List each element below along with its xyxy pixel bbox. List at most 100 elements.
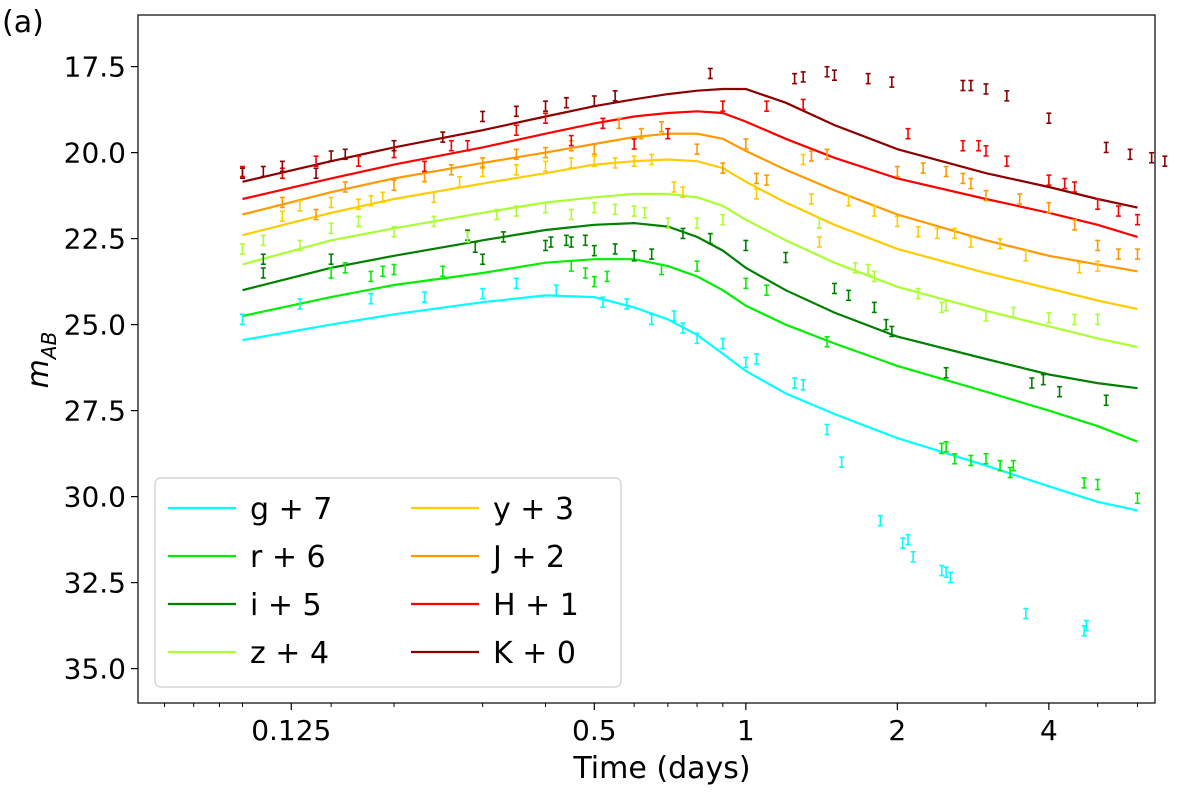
observation-point xyxy=(631,250,637,262)
observation-point xyxy=(983,83,989,95)
observation-point xyxy=(563,96,569,109)
observation-point xyxy=(720,100,726,112)
observation-point xyxy=(1127,148,1133,161)
observation-point xyxy=(638,127,644,140)
y-axis-label-main: m xyxy=(21,359,56,388)
observation-point xyxy=(900,537,906,549)
y-tick-label: 35.0 xyxy=(64,653,126,686)
observation-point xyxy=(846,194,852,207)
observation-point xyxy=(313,208,319,221)
observation-point xyxy=(600,296,606,309)
observation-points xyxy=(239,65,1168,637)
observation-point xyxy=(649,153,655,166)
observation-point xyxy=(865,72,871,85)
observation-point xyxy=(943,165,949,178)
observation-point xyxy=(939,564,945,577)
observation-point xyxy=(448,139,454,152)
observation-point xyxy=(604,270,610,283)
observation-point xyxy=(480,253,486,266)
observation-point xyxy=(391,179,397,192)
legend-label: z + 4 xyxy=(250,636,329,671)
observation-point xyxy=(1115,205,1121,217)
observation-point xyxy=(591,155,597,167)
observation-point xyxy=(808,150,814,162)
observation-point xyxy=(513,277,519,290)
observation-point xyxy=(943,366,949,379)
observation-point xyxy=(600,117,606,130)
observation-point xyxy=(764,284,770,297)
observation-point xyxy=(1017,193,1023,205)
model-curve xyxy=(242,110,1138,238)
observation-point xyxy=(694,217,700,229)
observation-point xyxy=(239,167,245,180)
observation-point xyxy=(943,566,949,579)
observation-point xyxy=(440,131,446,143)
observation-point xyxy=(1004,90,1010,102)
legend: g + 7 r + 6 i + 5 z + 4 y + 3 J + 2 H + 1 K + 0 xyxy=(154,477,622,688)
observation-point xyxy=(968,454,974,467)
observation-point xyxy=(764,100,770,112)
y-tick-label: 25.0 xyxy=(64,309,126,342)
observation-point xyxy=(582,267,588,279)
observation-point xyxy=(1149,151,1155,164)
observation-point xyxy=(1010,459,1016,472)
observation-point xyxy=(1046,201,1052,214)
model-curve xyxy=(242,192,1138,349)
observation-point xyxy=(297,298,303,310)
y-tick-label: 20.0 xyxy=(64,137,126,170)
observation-point xyxy=(260,253,266,266)
observation-point xyxy=(831,69,837,81)
observation-point xyxy=(612,203,618,216)
observation-point xyxy=(368,292,374,305)
observation-point xyxy=(792,377,798,389)
observation-point xyxy=(239,313,245,326)
observation-point xyxy=(342,262,348,274)
observation-point xyxy=(313,155,319,167)
observation-point xyxy=(1007,466,1013,479)
observation-point xyxy=(582,234,588,247)
x-tick-label: 1 xyxy=(737,714,755,747)
observation-point xyxy=(800,71,806,83)
observation-point xyxy=(328,150,334,162)
observation-point xyxy=(694,143,700,155)
observation-point xyxy=(743,138,749,150)
observation-point xyxy=(883,318,889,331)
observation-point xyxy=(816,217,822,229)
legend-label: g + 7 xyxy=(250,492,332,527)
y-tick-label: 32.5 xyxy=(64,567,126,600)
axis-ticks: 0.125 0.5 1 2 4 17.5 20.0 22.5 25.0 27.5 30.0 32.5 3… xyxy=(64,51,1139,747)
observation-point xyxy=(976,139,982,152)
observation-point xyxy=(1072,181,1078,193)
x-tick-label: 0.5 xyxy=(572,714,617,747)
observation-point xyxy=(328,267,334,279)
observation-point xyxy=(1081,477,1087,489)
observation-point xyxy=(968,79,974,92)
model-curve xyxy=(242,87,1138,209)
observation-point xyxy=(889,76,895,88)
observation-point xyxy=(915,287,921,300)
observation-point xyxy=(707,232,713,245)
observation-point xyxy=(1062,177,1068,190)
observation-point xyxy=(431,215,437,228)
observation-point xyxy=(543,160,549,173)
observation-point xyxy=(260,267,266,279)
observation-point xyxy=(422,160,428,173)
observation-point xyxy=(952,227,958,240)
observation-point xyxy=(553,284,559,297)
observation-point xyxy=(355,198,361,210)
observation-point xyxy=(983,145,989,157)
observation-point xyxy=(960,139,966,152)
observation-point xyxy=(513,148,519,161)
observation-point xyxy=(824,65,830,78)
observation-point xyxy=(465,139,471,152)
observation-point xyxy=(1095,239,1101,252)
observation-point xyxy=(616,117,622,130)
observation-point xyxy=(391,225,397,238)
observation-point xyxy=(792,72,798,85)
observation-point xyxy=(568,236,574,248)
observation-point xyxy=(1040,373,1046,386)
legend-label: K + 0 xyxy=(493,636,576,671)
observation-point xyxy=(839,456,845,469)
y-tick-label: 17.5 xyxy=(64,51,126,84)
observation-point xyxy=(591,244,597,257)
